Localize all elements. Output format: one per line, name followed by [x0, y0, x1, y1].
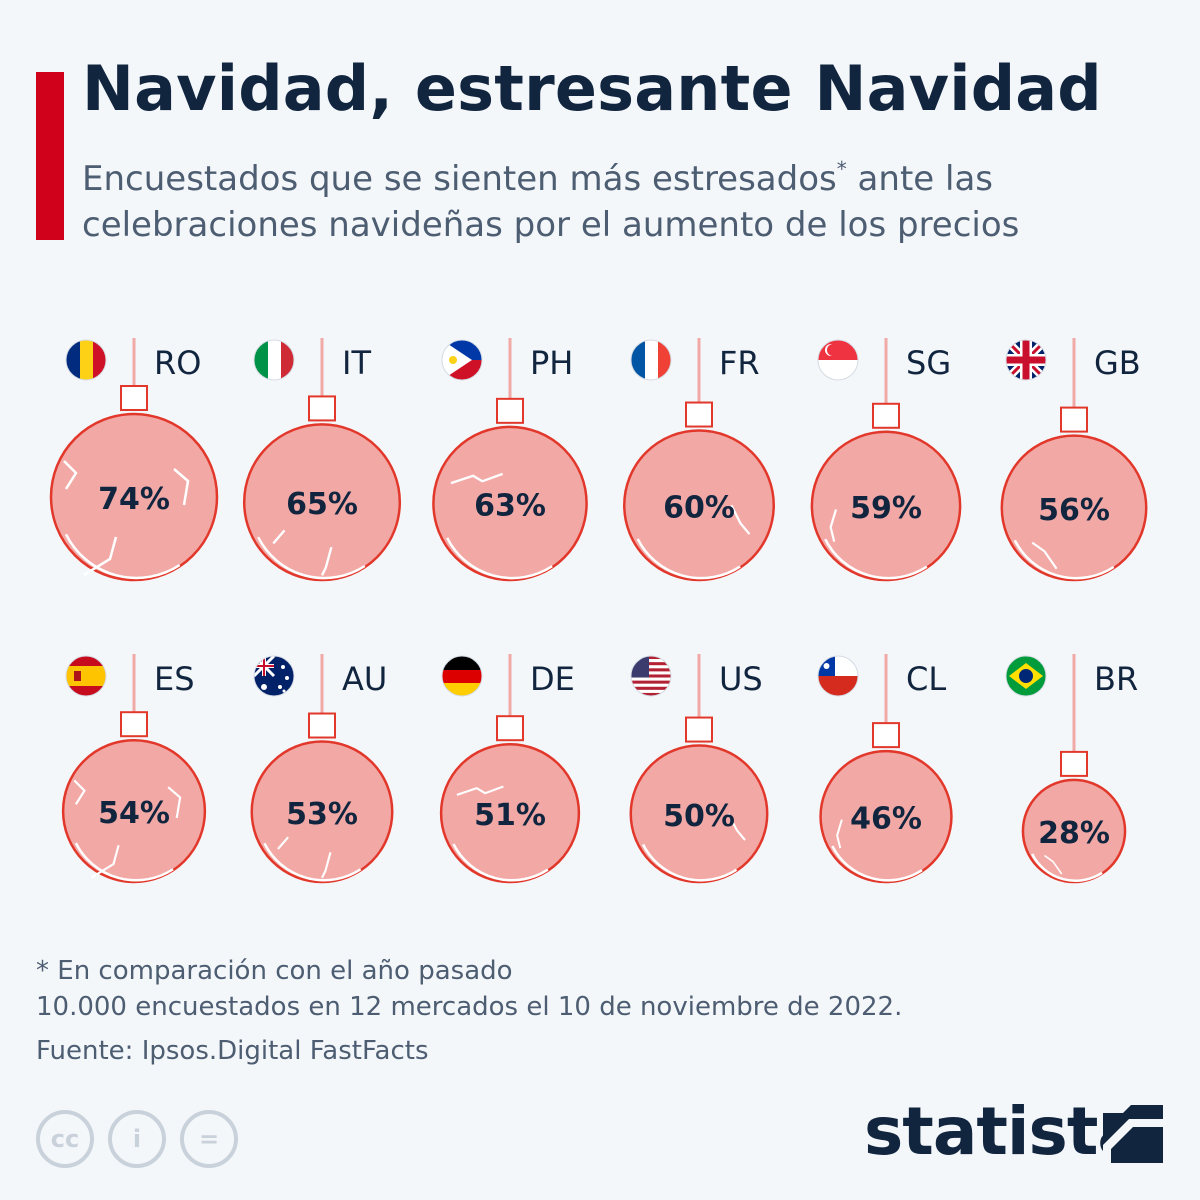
ornament-bubble [819, 749, 953, 884]
usa-flag [630, 655, 672, 697]
country-label: SG [906, 344, 951, 382]
ornament-crack [456, 785, 504, 796]
ornament-crack [1044, 854, 1063, 875]
chart-subtitle: Encuestados que se sienten más estresado… [82, 156, 1162, 248]
ornament-highlight [257, 536, 366, 580]
ornament-cap [872, 402, 900, 429]
uk-flag [1005, 339, 1047, 381]
ornament-highlight [446, 537, 553, 580]
country-label: CL [906, 660, 946, 698]
ornament-crack [450, 472, 504, 485]
ornament-cap [496, 715, 524, 742]
ornament-highlight [636, 538, 741, 580]
footnote: * En comparación con el año pasado [36, 956, 513, 986]
ornament-highlight [452, 843, 549, 882]
subtitle-asterisk: * [836, 157, 847, 181]
value-label: 59% [850, 491, 922, 526]
subtitle-text: Encuestados que se sienten más estresado… [82, 159, 837, 199]
attribution-icon[interactable]: i [108, 1110, 166, 1168]
ornament-bubble [623, 429, 775, 582]
ornament-crack [829, 509, 838, 542]
ornament-cap [685, 716, 713, 743]
italy-flag [253, 339, 295, 381]
ornament-highlight [1031, 853, 1103, 882]
value-label: 53% [286, 797, 358, 832]
ornament-highlight [74, 842, 174, 882]
statista-logo-mark-icon [1103, 1105, 1163, 1163]
ornament-chart: RO 74% IT 65% PH 63% FR 60% SG 59% GB 56% ES 54% AU 53%… [49, 338, 1148, 884]
brazil-flag [1005, 655, 1047, 697]
ornament-highlight [641, 843, 738, 882]
ornament-crack [730, 504, 751, 535]
ornament-bubble [61, 738, 207, 884]
germany-flag [441, 655, 483, 697]
value-label: 56% [1038, 493, 1110, 528]
value-label: 74% [98, 482, 170, 517]
ornament-cap [1060, 750, 1088, 777]
country-label: BR [1094, 660, 1138, 698]
source-note: Fuente: Ipsos.Digital FastFacts [36, 1036, 429, 1066]
ornament-crack [277, 836, 332, 879]
ornament-cap [120, 385, 148, 411]
ornament-crack [272, 529, 333, 576]
country-label: DE [530, 660, 575, 698]
value-label: 54% [98, 796, 170, 831]
ornament-bubble [49, 412, 219, 582]
ornament-crack [727, 813, 746, 841]
ornament-bubble [810, 430, 962, 582]
ornament-crack [836, 819, 843, 849]
country-label: RO [154, 344, 201, 382]
philippines-flag [441, 339, 483, 381]
subtitle-text-end: ante las celebraciones navideñas por el … [82, 159, 1020, 245]
ornament-highlight [831, 845, 923, 882]
ornament-highlight [824, 538, 928, 580]
ornament-cap [496, 397, 524, 424]
ornament-cap [685, 401, 713, 428]
no-derivatives-icon[interactable]: = [180, 1110, 238, 1168]
value-label: 50% [663, 799, 735, 834]
ornament-highlight [263, 842, 362, 882]
country-label: AU [342, 660, 387, 698]
value-label: 65% [286, 487, 358, 522]
creative-commons-icon[interactable]: cc [36, 1110, 94, 1168]
country-label: GB [1094, 344, 1141, 382]
ornament-cap [120, 711, 148, 738]
ornament-cap [1060, 406, 1088, 433]
sample-note: 10.000 encuestados en 12 mercados el 10 … [36, 992, 903, 1022]
country-label: FR [719, 344, 760, 382]
chile-flag [817, 655, 859, 697]
ornament-crack [1031, 541, 1058, 570]
country-label: US [719, 660, 763, 698]
australia-flag [253, 655, 295, 697]
romania-flag [65, 339, 107, 381]
ornament-bubble [1000, 434, 1148, 582]
ornament-bubble [250, 740, 394, 884]
value-label: 51% [474, 798, 546, 833]
value-label: 28% [1038, 816, 1110, 851]
value-label: 46% [850, 802, 922, 837]
ornament-cap [308, 395, 336, 422]
ornament-highlight [64, 533, 181, 580]
ornament-bubble [439, 742, 581, 884]
ornament-crack [73, 779, 182, 879]
accent-bar [36, 72, 64, 240]
ornament-cap [308, 712, 336, 739]
ornament-highlight [1013, 539, 1115, 580]
country-label: PH [530, 344, 573, 382]
ornament-bubble [629, 744, 769, 884]
country-label: ES [154, 660, 195, 698]
country-label: IT [342, 344, 371, 382]
ornament-cap [872, 722, 900, 749]
spain-flag [65, 655, 107, 697]
ornament-crack [63, 460, 190, 577]
ornament-bubble [242, 423, 402, 582]
value-label: 60% [663, 490, 735, 525]
ornament-bubble [432, 425, 588, 582]
france-flag [630, 339, 672, 381]
singapore-flag [817, 339, 859, 381]
statista-logo[interactable]: statista [864, 1093, 1142, 1170]
chart-title: Navidad, estresante Navidad [82, 52, 1102, 125]
value-label: 63% [474, 488, 546, 523]
